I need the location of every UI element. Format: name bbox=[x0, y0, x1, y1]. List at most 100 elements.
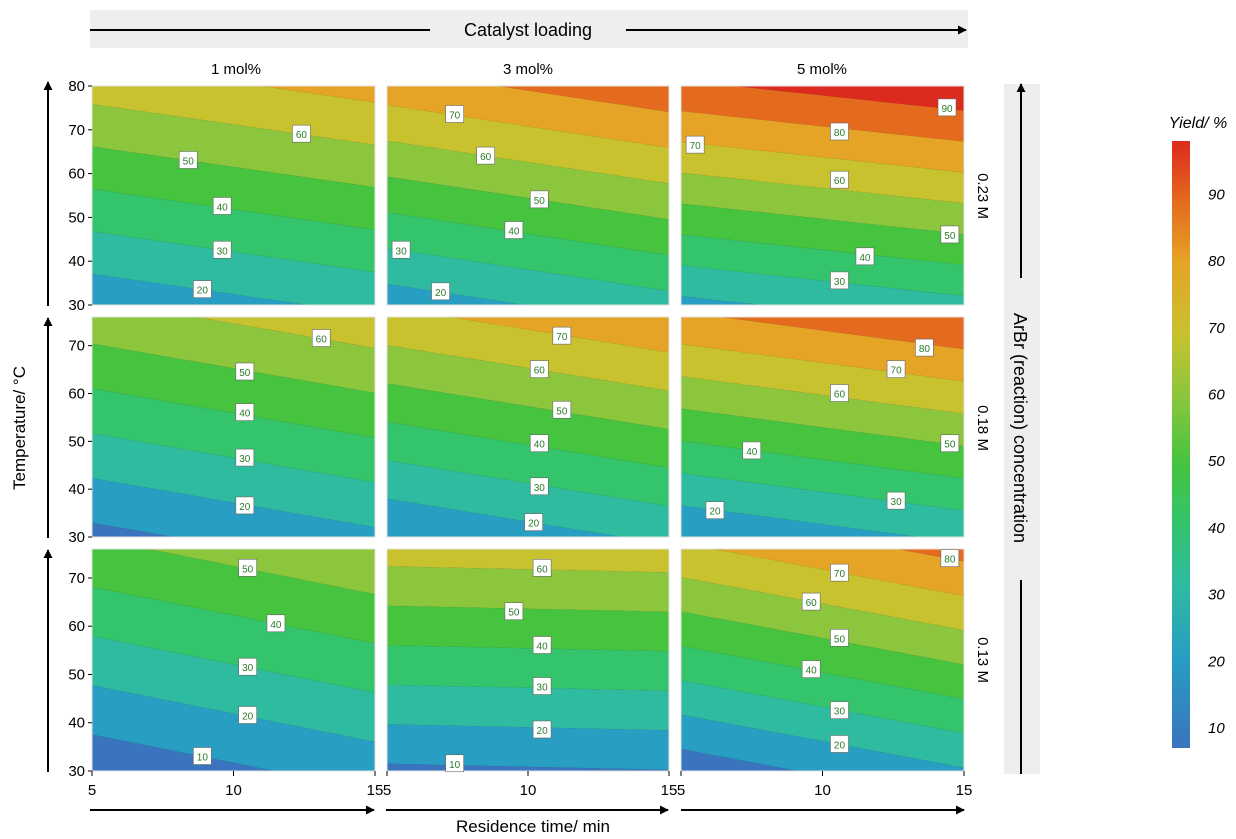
x-tick-label: 5 bbox=[383, 782, 391, 799]
contour-label: 30 bbox=[830, 271, 849, 290]
x-tick-label: 5 bbox=[88, 782, 96, 799]
contour-label: 40 bbox=[504, 221, 524, 239]
contour-label: 60 bbox=[532, 559, 552, 577]
contour-label: 20 bbox=[235, 496, 255, 515]
contour-label-text: 20 bbox=[197, 286, 209, 297]
row-title-1: 0.23 M bbox=[974, 173, 991, 219]
contour-label: 40 bbox=[212, 197, 232, 215]
y-tick-label: 60 bbox=[68, 166, 85, 183]
contour-label-text: 20 bbox=[709, 507, 721, 518]
contour-panel: 60 50 40 30 20 10 bbox=[386, 548, 670, 773]
contour-label: 50 bbox=[552, 400, 572, 419]
contour-label: 60 bbox=[311, 329, 331, 347]
y-tick-label: 40 bbox=[68, 481, 85, 498]
contour-label-text: 60 bbox=[534, 366, 546, 377]
x-tick-label: 15 bbox=[367, 782, 384, 799]
contour-band bbox=[196, 317, 375, 349]
contour-label-text: 30 bbox=[239, 454, 251, 465]
contour-label: 30 bbox=[886, 491, 906, 510]
contour-label-text: 30 bbox=[834, 707, 846, 718]
contour-label: 60 bbox=[292, 124, 311, 143]
contour-panel: 70 60 50 40 30 20 bbox=[386, 85, 670, 306]
panel-frame bbox=[91, 85, 376, 306]
contour-label: 60 bbox=[830, 384, 849, 402]
contour-label: 50 bbox=[235, 362, 255, 381]
contour-label-text: 20 bbox=[242, 712, 254, 723]
panel-frame bbox=[680, 85, 965, 306]
contour-label-text: 50 bbox=[944, 231, 956, 242]
x-axis-label: Residence time/ min bbox=[456, 817, 610, 836]
contour-label: 30 bbox=[238, 657, 257, 676]
contour-label: 70 bbox=[685, 135, 705, 154]
contour-label: 60 bbox=[529, 360, 549, 378]
contour-label: 40 bbox=[801, 660, 821, 678]
colorbar bbox=[1172, 141, 1190, 748]
contour-label-text: 40 bbox=[534, 440, 546, 451]
contour-band bbox=[387, 684, 669, 731]
contour-label: 40 bbox=[235, 403, 255, 421]
contour-label-text: 60 bbox=[316, 335, 328, 346]
contour-label-text: 60 bbox=[834, 390, 846, 401]
x-tick-label: 10 bbox=[520, 782, 537, 799]
contour-panel: 80 70 60 50 40 30 20 bbox=[680, 548, 965, 772]
x-tick-label: 5 bbox=[677, 782, 685, 799]
contour-label-text: 90 bbox=[941, 104, 953, 115]
contour-panel: 70 60 50 40 30 20 bbox=[386, 316, 670, 538]
contour-band bbox=[148, 549, 375, 595]
contour-band bbox=[387, 565, 669, 612]
contour-label-text: 20 bbox=[239, 502, 251, 513]
panel-frame bbox=[386, 316, 670, 538]
panel-frame bbox=[386, 85, 670, 306]
contour-band bbox=[261, 86, 375, 103]
contour-band bbox=[387, 86, 669, 148]
contour-band bbox=[387, 723, 669, 770]
contour-label: 20 bbox=[193, 280, 212, 298]
contour-label: 80 bbox=[830, 122, 849, 141]
contour-label-text: 40 bbox=[270, 620, 282, 631]
top-header-title: Catalyst loading bbox=[464, 20, 592, 40]
y-tick-label: 50 bbox=[68, 433, 85, 450]
contour-label: 50 bbox=[504, 602, 524, 621]
y-tick-label: 30 bbox=[68, 763, 85, 780]
right-header-title: ArBr (reaction) concentration bbox=[1010, 313, 1030, 543]
contour-label-text: 60 bbox=[296, 130, 308, 141]
column-title-3: 5 mol% bbox=[797, 61, 847, 78]
contour-label: 20 bbox=[431, 282, 450, 301]
contour-label-text: 20 bbox=[537, 726, 549, 737]
contour-label: 60 bbox=[830, 170, 849, 189]
contour-label-text: 50 bbox=[534, 196, 546, 207]
colorbar-tick-label: 40 bbox=[1208, 520, 1225, 537]
contour-label-text: 50 bbox=[239, 368, 251, 379]
contour-label-text: 20 bbox=[435, 288, 447, 299]
colorbar-tick-label: 80 bbox=[1208, 253, 1225, 270]
contour-label-text: 80 bbox=[944, 555, 956, 566]
contour-label-text: 80 bbox=[834, 128, 846, 139]
contour-label: 40 bbox=[529, 434, 549, 453]
y-tick-label: 80 bbox=[68, 78, 85, 95]
contour-label-text: 50 bbox=[508, 608, 520, 619]
y-tick-label: 30 bbox=[68, 529, 85, 546]
contour-label-text: 70 bbox=[449, 110, 461, 121]
contour-label-text: 10 bbox=[449, 760, 461, 771]
contour-label-text: 70 bbox=[834, 569, 846, 580]
contour-label: 20 bbox=[238, 706, 257, 724]
contour-band bbox=[387, 644, 669, 691]
contour-label: 60 bbox=[476, 146, 496, 165]
contour-label-text: 50 bbox=[834, 634, 846, 645]
colorbar-tick-label: 20 bbox=[1207, 653, 1225, 670]
contour-label-text: 60 bbox=[537, 564, 549, 575]
contour-label: 50 bbox=[940, 225, 960, 244]
contour-label: 70 bbox=[886, 360, 906, 378]
contour-label-text: 50 bbox=[242, 564, 254, 575]
colorbar-tick-label: 60 bbox=[1208, 386, 1225, 403]
y-tick-label: 40 bbox=[68, 253, 85, 270]
y-axis-label: Temperature/ °C bbox=[10, 366, 29, 490]
contour-label: 40 bbox=[855, 247, 875, 266]
contour-label-text: 80 bbox=[919, 344, 931, 355]
contour-label-text: 70 bbox=[556, 332, 568, 343]
y-tick-label: 70 bbox=[68, 338, 85, 355]
y-tick-label: 40 bbox=[68, 715, 85, 732]
contour-label: 50 bbox=[529, 190, 549, 209]
contour-label: 20 bbox=[705, 501, 725, 519]
